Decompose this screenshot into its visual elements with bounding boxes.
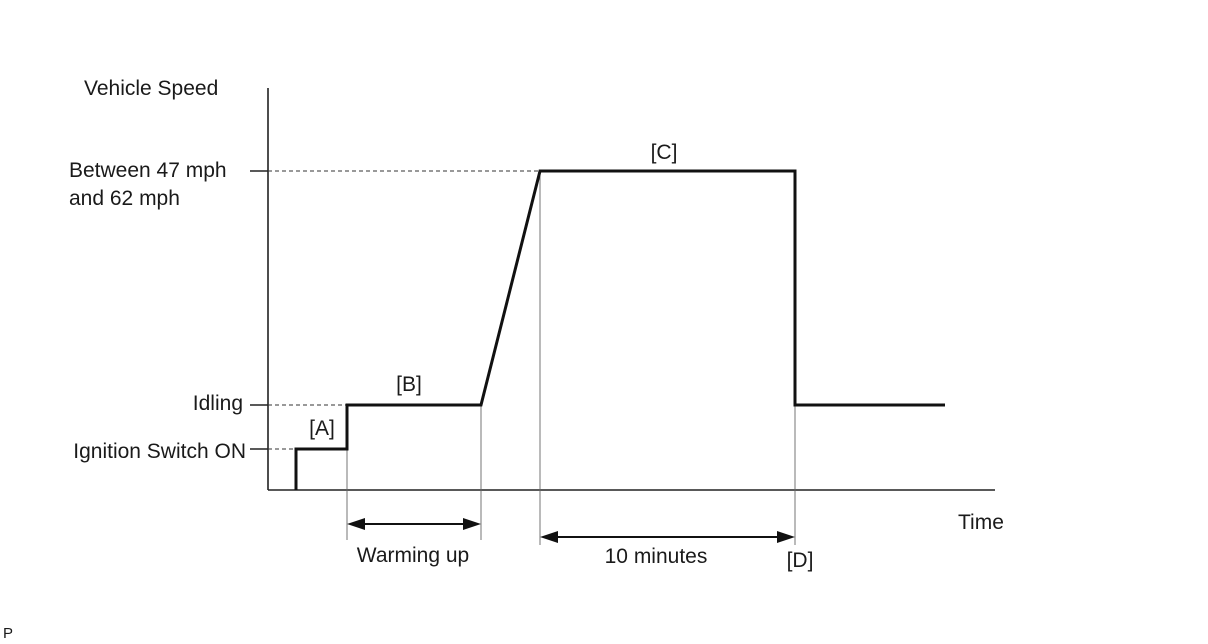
phase-c-label: [C] [651,141,678,164]
ten-minutes-arrow-right-head [777,531,795,543]
x-axis-title: Time [958,511,1004,534]
high-speed-label-line1: Between 47 mph [69,159,227,182]
ten-minutes-label: 10 minutes [605,545,708,568]
phase-a-label: [A] [309,417,335,440]
speed-profile-line [294,169,945,490]
warming-up-arrow-left-head [347,518,365,530]
warming-up-arrow-right-head [463,518,481,530]
idling-label: Idling [193,392,243,415]
corner-mark: P [3,625,13,642]
ignition-switch-label: Ignition Switch ON [73,440,246,463]
phase-d-label: [D] [787,549,814,572]
ten-minutes-arrow-left-head [540,531,558,543]
warming-up-label: Warming up [357,544,469,567]
y-axis-title: Vehicle Speed [84,77,218,100]
phase-b-label: [B] [396,373,422,396]
high-speed-label-line2: and 62 mph [69,187,180,210]
